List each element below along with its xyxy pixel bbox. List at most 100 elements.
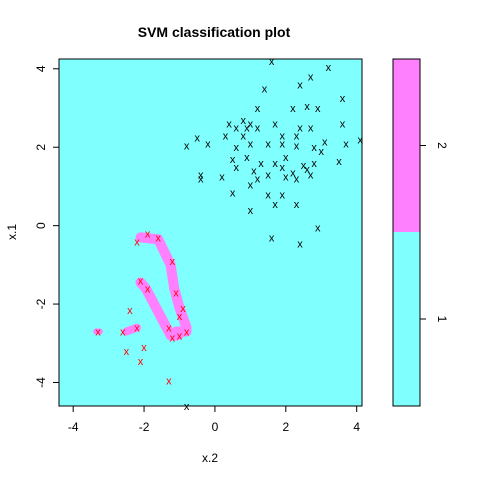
data-point: x <box>336 156 342 168</box>
data-point: x <box>180 303 186 315</box>
data-point: x <box>233 142 239 154</box>
data-point: x <box>315 223 321 235</box>
data-point: x <box>248 138 254 150</box>
data-point: x <box>233 123 239 135</box>
data-point: x <box>241 115 247 127</box>
data-point: x <box>318 146 324 158</box>
data-point: x <box>155 232 161 244</box>
x-axis-label: x.2 <box>202 451 218 465</box>
data-point: x <box>340 119 346 131</box>
data-point: x <box>265 189 271 201</box>
data-point: x <box>272 158 278 170</box>
data-point: x <box>241 130 247 142</box>
data-point: x <box>294 199 300 211</box>
y-axis-label: x.1 <box>5 224 19 240</box>
y-tick-label: -2 <box>34 298 48 309</box>
data-point: x <box>269 232 275 244</box>
data-point: x <box>134 236 140 248</box>
y-tick-label: 0 <box>34 222 48 229</box>
data-point: x <box>280 189 286 201</box>
data-point: x <box>294 140 300 152</box>
data-point: x <box>315 103 321 115</box>
data-point: x <box>194 132 200 144</box>
data-point: x <box>124 346 130 358</box>
data-point: x <box>308 72 314 84</box>
data-point: x <box>244 123 250 135</box>
data-point: x <box>357 134 363 146</box>
data-point: x <box>297 238 303 250</box>
data-point: x <box>177 330 183 342</box>
data-point: x <box>120 327 126 339</box>
data-point: x <box>304 101 310 113</box>
data-point: x <box>226 119 232 131</box>
data-point: x <box>95 327 101 339</box>
data-point: x <box>184 140 190 152</box>
y-tick-label: 2 <box>34 144 48 151</box>
data-point: x <box>134 323 140 335</box>
x-tick-label: -4 <box>68 420 79 434</box>
data-point: x <box>280 138 286 150</box>
y-tick-label: 4 <box>34 65 48 72</box>
data-point: x <box>262 83 268 95</box>
data-point: x <box>280 162 286 174</box>
legend-label: 1 <box>435 316 449 323</box>
data-point: x <box>265 170 271 182</box>
data-point: x <box>269 56 275 68</box>
data-point: x <box>272 119 278 131</box>
legend-class-2-swatch <box>393 59 420 232</box>
class-1-region <box>59 59 362 406</box>
color-legend: 12 <box>392 58 449 407</box>
x-axis: -4 -2 0 2 4 <box>68 406 360 434</box>
data-point: x <box>166 376 172 388</box>
data-point: x <box>304 164 310 176</box>
legend-border <box>392 58 421 407</box>
data-point: x <box>326 62 332 74</box>
data-point: x <box>248 205 254 217</box>
data-point: x <box>233 162 239 174</box>
data-point: x <box>322 136 328 148</box>
data-point: x <box>198 170 204 182</box>
y-axis: -4 -2 0 2 4 <box>34 65 59 388</box>
legend-class-1-swatch <box>393 232 420 406</box>
data-point: x <box>138 276 144 288</box>
data-point: x <box>127 305 133 317</box>
data-point: x <box>223 130 229 142</box>
data-point: x <box>255 123 261 135</box>
data-point: x <box>308 123 314 135</box>
data-point: x <box>283 172 289 184</box>
data-point: x <box>311 142 317 154</box>
data-point: x <box>290 103 296 115</box>
data-point: x <box>170 332 176 344</box>
data-point: x <box>308 170 314 182</box>
data-point: x <box>340 93 346 105</box>
data-point: x <box>251 166 257 178</box>
data-point: x <box>138 356 144 368</box>
class-2-region <box>135 232 192 341</box>
legend-label: 2 <box>435 142 449 149</box>
data-point: x <box>184 401 190 413</box>
data-point: x <box>297 79 303 91</box>
data-point: x <box>177 311 183 323</box>
data-point: x <box>219 172 225 184</box>
x-tick-label: 0 <box>212 420 219 434</box>
data-point: x <box>283 152 289 164</box>
data-point: x <box>255 103 261 115</box>
data-point: x <box>141 342 147 354</box>
data-point: x <box>184 327 190 339</box>
data-point: x <box>230 187 236 199</box>
data-point: x <box>311 158 317 170</box>
data-point: x <box>145 228 151 240</box>
data-point: x <box>290 168 296 180</box>
class-2-region <box>122 323 141 336</box>
data-point: x <box>294 130 300 142</box>
data-point: x <box>301 160 307 172</box>
x-tick-label: 4 <box>353 420 360 434</box>
data-point: x <box>294 174 300 186</box>
data-point: x <box>145 283 151 295</box>
data-point: x <box>272 199 278 211</box>
x-tick-label: 2 <box>282 420 289 434</box>
y-tick-label: -4 <box>34 377 48 388</box>
